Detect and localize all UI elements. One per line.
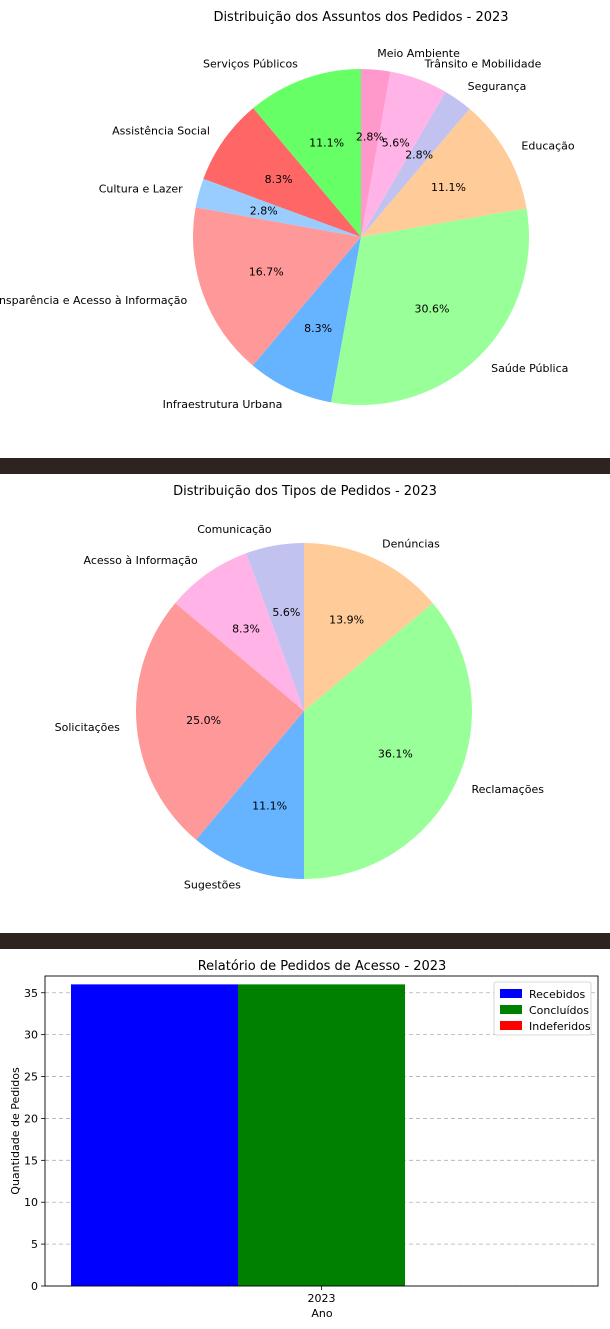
- slice-label-assistencia-social: Assistência Social: [112, 125, 210, 138]
- requests-bar-panel: Relatório de Pedidos de Acesso - 2023 0 5…: [0, 949, 610, 1329]
- pie-slice-denuncias: [304, 543, 433, 711]
- slice-label-comunicacao: Comunicação: [197, 523, 272, 536]
- slice-percent-infraestrutura-urbana: 8.3%: [304, 322, 332, 335]
- slice-label-meio-ambiente: Meio Ambiente: [377, 47, 460, 60]
- pie-slice-seguranca: [361, 91, 470, 237]
- pie-slice-transparencia-e-acesso-a-informacao: [192, 207, 361, 366]
- pie-slice-servicos-publicos: [253, 69, 361, 237]
- slice-percent-saude-publica: 30.6%: [415, 303, 450, 316]
- y-tick-label: 20: [24, 1112, 38, 1125]
- slice-label-transparencia-e-acesso-a-informacao: Transparência e Acesso à Informação: [0, 294, 187, 307]
- slice-label-denuncias: Denúncias: [382, 538, 440, 551]
- legend-swatch-concluidos: [500, 1005, 522, 1014]
- slice-percent-meio-ambiente: 2.8%: [356, 131, 384, 144]
- pie-slice-saude-publica: [331, 208, 529, 405]
- slice-percent-transito-e-mobilidade: 5.6%: [382, 136, 410, 149]
- pie-slice-cultura-e-lazer: [195, 178, 361, 237]
- slice-label-reclamacoes: Reclamações: [471, 783, 544, 796]
- legend-label-indeferidos: Indeferidos: [529, 1020, 591, 1033]
- divider-1: [0, 458, 610, 474]
- slice-label-cultura-e-lazer: Cultura e Lazer: [99, 183, 183, 196]
- pie-slice-infraestrutura-urbana: [252, 237, 361, 403]
- subjects-pie-panel: Distribuição dos Assuntos dos Pedidos - …: [0, 0, 610, 458]
- y-tick-label: 35: [24, 987, 38, 1000]
- bar-legend: Recebidos Concluídos Indeferidos: [493, 981, 592, 1036]
- legend-swatch-recebidos: [500, 989, 522, 998]
- y-axis-label: Quantidade de Pedidos: [9, 1067, 22, 1195]
- slice-percent-seguranca: 2.8%: [405, 149, 433, 162]
- subjects-pie-title: Distribuição dos Assuntos dos Pedidos - …: [213, 10, 508, 25]
- slice-label-transito-e-mobilidade: Trânsito e Mobilidade: [424, 57, 542, 70]
- y-tick-label: 5: [31, 1238, 38, 1251]
- slice-label-seguranca: Segurança: [468, 80, 527, 93]
- y-tick-label: 25: [24, 1071, 38, 1084]
- x-axis-label: Ano: [311, 1307, 332, 1320]
- slice-label-acesso-a-informacao: Acesso à Informação: [84, 554, 198, 567]
- pie-slice-meio-ambiente: [361, 69, 391, 237]
- pie-slice-reclamacoes: [304, 603, 473, 879]
- slice-percent-cultura-e-lazer: 2.8%: [250, 205, 278, 218]
- pie-slice-educacao: [361, 108, 527, 237]
- pie-slice-comunicacao: [246, 543, 304, 711]
- slice-percent-transparencia-e-acesso-a-informacao: 16.7%: [249, 265, 284, 278]
- pie-slice-sugestoes: [196, 711, 304, 879]
- divider-2: [0, 933, 610, 949]
- slice-label-servicos-publicos: Serviços Públicos: [203, 57, 298, 70]
- types-pie-title: Distribuição dos Tipos de Pedidos - 2023: [173, 484, 437, 499]
- pie-slice-solicitacoes: [136, 603, 304, 840]
- slice-label-saude-publica: Saúde Pública: [491, 362, 568, 375]
- legend-label-concluidos: Concluídos: [529, 1004, 589, 1017]
- slice-percent-educacao: 11.1%: [431, 181, 466, 194]
- slice-percent-solicitacoes: 25.0%: [186, 714, 221, 727]
- bar-recebidos: [71, 984, 238, 1286]
- slice-percent-denuncias: 13.9%: [329, 614, 364, 627]
- slice-percent-servicos-publicos: 11.1%: [309, 136, 344, 149]
- pie-slice-assistencia-social: [203, 108, 361, 238]
- y-tick-label: 30: [24, 1029, 38, 1042]
- slice-percent-acesso-a-informacao: 8.3%: [232, 623, 260, 636]
- types-pie-panel: Distribuição dos Tipos de Pedidos - 2023…: [0, 474, 610, 933]
- legend-label-recebidos: Recebidos: [529, 988, 585, 1001]
- x-tick-label: 2023: [308, 1292, 336, 1305]
- slice-label-infraestrutura-urbana: Infraestrutura Urbana: [163, 398, 283, 411]
- slice-percent-assistencia-social: 8.3%: [265, 173, 293, 186]
- requests-bar-chart: Relatório de Pedidos de Acesso - 2023 0 5…: [9, 959, 599, 1320]
- pie-slice-transito-e-mobilidade: [361, 71, 446, 237]
- y-tick-label: 10: [24, 1196, 38, 1209]
- bar-chart-title: Relatório de Pedidos de Acesso - 2023: [198, 959, 447, 974]
- subjects-pie-chart: Distribuição dos Assuntos dos Pedidos - …: [0, 10, 575, 411]
- bar-concluidos: [238, 984, 405, 1286]
- slice-percent-comunicacao: 5.6%: [272, 606, 300, 619]
- slice-percent-reclamacoes: 36.1%: [378, 748, 413, 761]
- slice-percent-sugestoes: 11.1%: [252, 800, 287, 813]
- slice-label-sugestoes: Sugestões: [184, 879, 241, 892]
- legend-swatch-indeferidos: [500, 1021, 522, 1030]
- y-tick-label: 0: [31, 1280, 38, 1293]
- slice-label-solicitacoes: Solicitações: [55, 721, 121, 734]
- slice-label-educacao: Educação: [521, 139, 574, 152]
- y-tick-label: 15: [24, 1154, 38, 1167]
- pie-slice-acesso-a-informacao: [175, 553, 304, 711]
- types-pie-chart: Distribuição dos Tipos de Pedidos - 2023…: [55, 484, 545, 892]
